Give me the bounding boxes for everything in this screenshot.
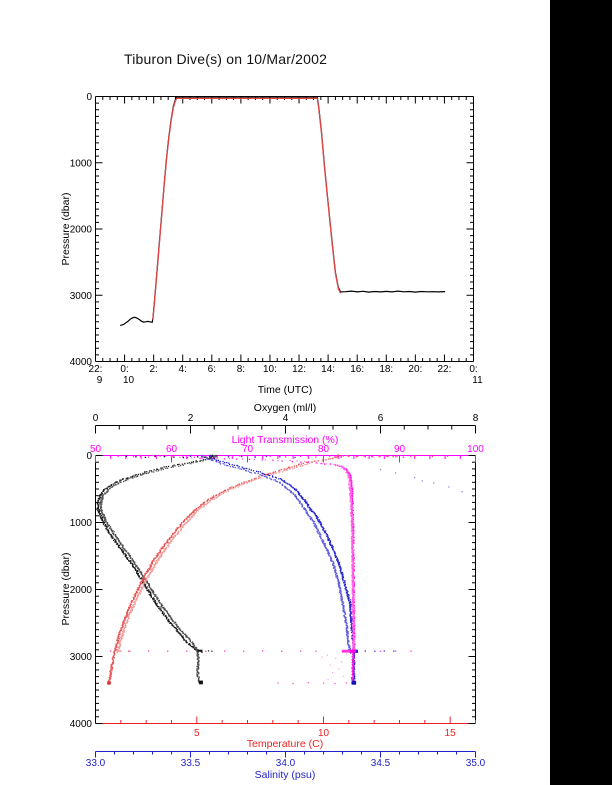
- pressure-trace-black: [120, 96, 446, 326]
- oxygen-axis-label: Oxygen (ml/l): [253, 402, 317, 414]
- svg-text:10: 10: [123, 375, 135, 386]
- svg-text:0: 0: [93, 413, 99, 424]
- bottom-row-scatter-temp: [120, 650, 130, 652]
- svg-text:0:: 0:: [469, 364, 477, 375]
- svg-text:2000: 2000: [70, 585, 93, 596]
- svg-text:11: 11: [472, 375, 483, 386]
- bottom-chart-scatter: [110, 455, 475, 685]
- pressure-trace-red: [152, 97, 342, 320]
- bottom-chart-end-blobs: [107, 649, 358, 685]
- surface-scatter-salinity: [189, 455, 296, 459]
- light-transmission-axis-label: Light Transmission (%): [231, 434, 339, 446]
- surface-scatter-temp: [340, 455, 449, 458]
- svg-text:5: 5: [194, 728, 200, 739]
- svg-text:80: 80: [318, 444, 330, 455]
- svg-text:1000: 1000: [70, 518, 93, 529]
- svg-text:10:: 10:: [263, 364, 277, 375]
- top-chart-ylabel: Pressure (dbar): [60, 192, 72, 266]
- light-terminal-blob: [350, 649, 357, 653]
- temperature-axis-label: Temperature (C): [246, 738, 324, 750]
- oxygen-terminal-blob: [198, 680, 203, 685]
- svg-text:4000: 4000: [70, 719, 93, 730]
- light-transmission-downcast: [125, 455, 356, 684]
- svg-text:14:: 14:: [321, 364, 335, 375]
- figure-title: Tiburon Dive(s) on 10/Mar/2002: [124, 51, 328, 67]
- svg-text:33.5: 33.5: [181, 758, 201, 769]
- svg-text:15: 15: [445, 728, 457, 739]
- top-chart-axes: 22:90:102: 4: 6: 8: 10: 12: 14: 16: 18: 20: 22: 0:1…: [70, 92, 483, 386]
- svg-text:16:: 16:: [350, 364, 364, 375]
- svg-text:0: 0: [86, 451, 92, 462]
- svg-text:2: 2: [188, 413, 194, 424]
- svg-text:35.0: 35.0: [466, 758, 486, 769]
- bottom-chart-ylabel: Pressure (dbar): [60, 552, 72, 626]
- top-chart-series: [120, 96, 446, 326]
- top-chart-xlabel: Time (UTC): [257, 384, 313, 396]
- bottom-row-scatter-oxygen: [207, 650, 213, 652]
- temperature-upcast: [116, 455, 348, 654]
- oxygen-terminal-blob: [197, 649, 203, 652]
- svg-text:34.5: 34.5: [371, 758, 391, 769]
- deepest-row-light: [277, 682, 347, 685]
- svg-text:0:: 0:: [120, 364, 128, 375]
- svg-text:0: 0: [86, 92, 92, 103]
- svg-text:4:: 4:: [179, 364, 187, 375]
- svg-text:4000: 4000: [70, 357, 93, 368]
- svg-text:12:: 12:: [292, 364, 306, 375]
- svg-text:90: 90: [394, 444, 406, 455]
- salinity-noise-dots: [379, 468, 475, 497]
- svg-text:20:: 20:: [408, 364, 422, 375]
- bottom-row-scatter-salinity: [364, 650, 395, 652]
- svg-text:50: 50: [90, 444, 102, 455]
- oxygen-upcast: [99, 455, 216, 684]
- svg-text:9: 9: [97, 375, 103, 386]
- bottom-chart-profiles: [96, 454, 356, 684]
- temp-terminal-blob: [107, 681, 111, 685]
- svg-text:8:: 8:: [237, 364, 245, 375]
- sal-terminal-blob: [351, 680, 357, 685]
- svg-text:3000: 3000: [70, 291, 93, 302]
- deep-sparse-light: [321, 653, 347, 681]
- svg-text:70: 70: [242, 444, 254, 455]
- svg-text:22:: 22:: [437, 364, 451, 375]
- bottom-row-scatter-light: [110, 650, 412, 652]
- svg-text:100: 100: [467, 444, 484, 455]
- svg-text:2:: 2:: [149, 364, 157, 375]
- salinity-upcast: [200, 454, 352, 654]
- svg-text:1000: 1000: [70, 158, 93, 169]
- oxygen-downcast: [96, 454, 214, 653]
- surface-scatter-light: [117, 455, 412, 458]
- svg-text:2000: 2000: [70, 225, 93, 236]
- svg-text:6: 6: [378, 413, 384, 424]
- svg-text:3000: 3000: [70, 652, 93, 663]
- svg-text:10: 10: [318, 728, 330, 739]
- svg-text:18:: 18:: [379, 364, 393, 375]
- svg-text:8: 8: [473, 413, 479, 424]
- salinity-axis-label: Salinity (psu): [254, 769, 316, 781]
- svg-text:4: 4: [283, 413, 289, 424]
- svg-text:33.0: 33.0: [86, 758, 106, 769]
- salinity-downcast: [208, 454, 356, 684]
- light-terminal-blob: [341, 649, 354, 653]
- svg-text:22:: 22:: [89, 364, 103, 375]
- svg-text:60: 60: [166, 444, 178, 455]
- svg-text:34.0: 34.0: [276, 758, 296, 769]
- temperature-downcast: [108, 454, 339, 684]
- right-black-bar: [550, 0, 612, 785]
- svg-text:6:: 6:: [208, 364, 216, 375]
